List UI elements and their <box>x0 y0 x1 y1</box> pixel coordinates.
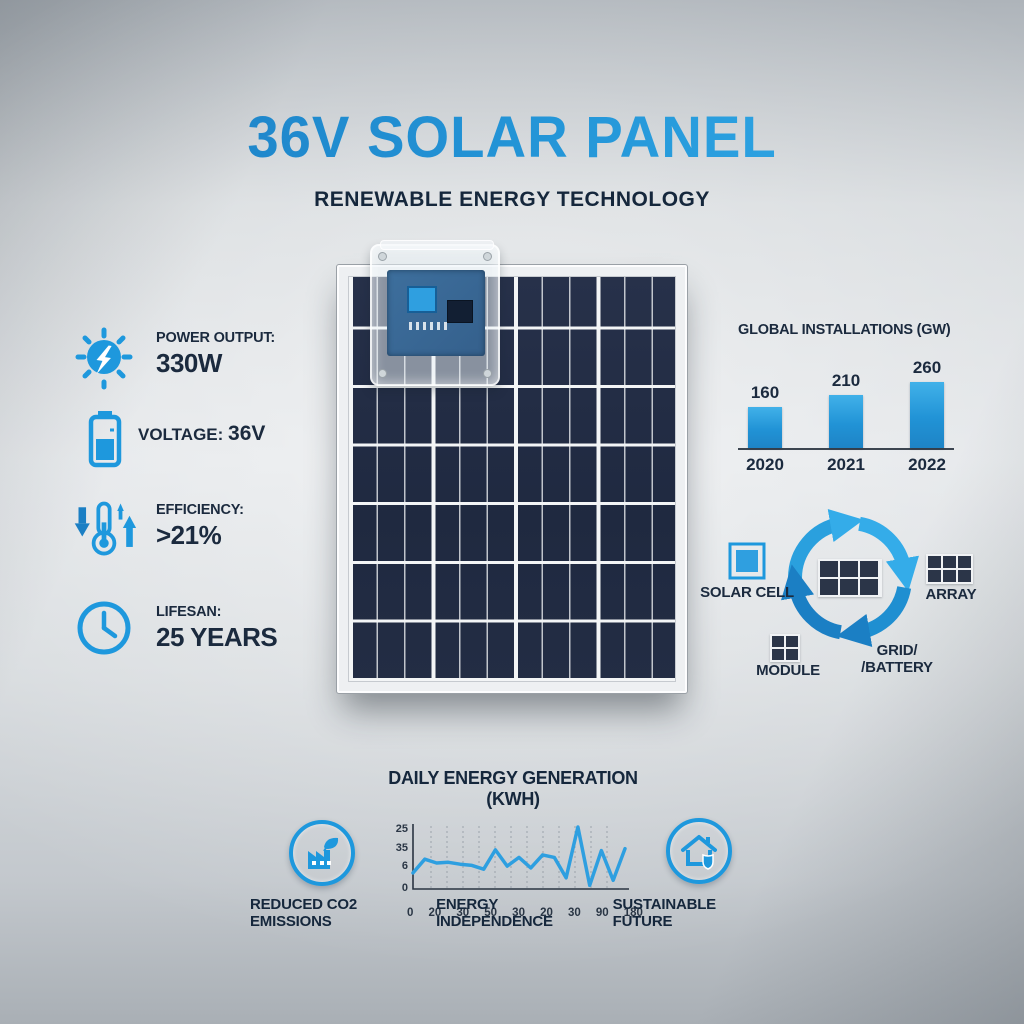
bar-chart-title: GLOBAL INSTALLATIONS (GW) <box>738 322 951 338</box>
solar-module-icon <box>818 559 882 597</box>
spec-label: VOLTAGE: <box>138 425 224 444</box>
grid-label-line1: GRID/ <box>876 642 918 659</box>
y-tick-label: 25 <box>396 823 408 835</box>
daily-energy-chart: DAILY ENERGY GENERATION (KWH) 25 35 6 0 0 20… <box>377 768 649 919</box>
bar-value-label: 210 <box>831 371 861 390</box>
y-tick-label: 6 <box>402 860 408 872</box>
footer-label-sustainable: SUSTAINABLE FUTURE <box>612 896 717 930</box>
page-subtitle: RENEWABLE ENERGY TECHNOLOGY <box>314 188 710 211</box>
junction-box-flange <box>380 240 494 250</box>
footer-labels: REDUCED CO2 EMISSIONS ENERGY INDEPENDENC… <box>250 896 774 930</box>
x-tick-label: 30 <box>512 907 525 919</box>
sustainable-future-badge <box>666 818 732 884</box>
reduced-emissions-badge <box>289 820 355 886</box>
chip-icon <box>407 286 437 313</box>
spec-voltage: VOLTAGE: 36V <box>70 408 320 470</box>
chip-icon <box>447 300 473 323</box>
screw-icon <box>378 252 387 261</box>
array-icon <box>926 554 973 584</box>
line-chart-x-axis: 0 20 30 50 30 20 30 90 180 <box>377 905 649 919</box>
bar-year-label: 2021 <box>827 455 865 474</box>
x-tick-label: 0 <box>407 907 414 919</box>
x-tick-label: 50 <box>484 907 498 919</box>
bar-chart-plot-area: 160 210 260 <box>738 348 954 450</box>
line-chart-title: DAILY ENERGY GENERATION (KWH) <box>388 768 638 809</box>
bar <box>910 382 944 448</box>
spec-voltage-line: VOLTAGE: 36V <box>138 408 265 446</box>
bar-year-label: 2020 <box>746 455 784 474</box>
energy-line-series <box>411 825 627 888</box>
bar-group: 260 <box>904 358 950 448</box>
spec-value: >21% <box>156 520 222 550</box>
x-tick-label: 30 <box>567 907 581 919</box>
grid-label-line2: /BATTERY <box>861 659 933 676</box>
thermometer-arrows-icon <box>70 496 138 562</box>
spec-value: 36V <box>228 422 266 445</box>
battery-icon <box>70 408 138 470</box>
y-tick-label: 0 <box>402 882 408 894</box>
bar <box>748 407 782 448</box>
line-chart-plot-area: 25 35 6 0 <box>396 823 629 894</box>
sun-lightning-icon <box>70 324 138 390</box>
chart-axes <box>412 824 629 890</box>
bar-chart-x-axis: 2020 2021 2022 <box>738 455 954 475</box>
spec-value: 25 YEARS <box>156 622 278 652</box>
cycle-arrows-icon <box>780 509 920 648</box>
page-title: 36V SOLAR PANEL <box>15 104 1008 171</box>
spec-label: LIFESAN: <box>156 604 222 620</box>
spec-label: EFFICIENCY: <box>156 502 244 518</box>
circuit-board <box>387 270 485 356</box>
cycle-label-solar-cell: SOLAR CELL <box>700 584 794 601</box>
bar-year-label: 2022 <box>908 455 946 474</box>
screw-icon <box>483 252 492 261</box>
x-tick-label: 90 <box>595 907 609 919</box>
spec-value: 330W <box>156 348 222 378</box>
footer-label-emissions: REDUCED CO2 EMISSIONS <box>250 896 357 930</box>
module-icon <box>770 634 800 662</box>
global-installations-chart: GLOBAL INSTALLATIONS (GW) 160 210 260 2020… <box>738 322 954 475</box>
pins-icon <box>409 322 449 330</box>
spec-efficiency: EFFICIENCY: >21% <box>70 496 320 562</box>
solar-cycle-diagram <box>772 500 928 656</box>
screw-icon <box>483 369 492 378</box>
screw-icon <box>378 369 387 378</box>
footer-label-independence: ENERGY INDEPENDENCE <box>436 896 553 930</box>
x-tick-label: 30 <box>456 907 470 919</box>
y-tick-label: 35 <box>396 842 408 854</box>
x-tick-label: 20 <box>540 907 553 919</box>
bar-group: 210 <box>823 371 869 448</box>
solar-cell-icon <box>728 542 766 585</box>
bar <box>829 395 863 448</box>
x-tick-label: 20 <box>428 907 442 919</box>
x-tick-label: 180 <box>623 907 643 919</box>
cycle-label-grid-battery: GRID/ /BATTERY <box>856 642 938 676</box>
bar-value-label: 260 <box>912 358 942 377</box>
spec-power-output: POWER OUTPUT: 330W <box>70 324 320 390</box>
solar-panel-image <box>336 264 688 694</box>
bar-value-label: 160 <box>750 383 780 402</box>
bar-group: 160 <box>742 383 788 448</box>
house-shield-icon <box>681 835 717 870</box>
spec-lifespan: LIFESAN: 25 YEARS <box>70 598 320 658</box>
solar-cells-grid <box>348 276 676 682</box>
cycle-label-array: ARRAY <box>925 586 977 603</box>
junction-box <box>370 240 500 386</box>
factory-leaf-icon <box>308 837 339 869</box>
spec-label: POWER OUTPUT: <box>156 330 276 346</box>
clock-icon <box>70 598 138 658</box>
cycle-label-module: MODULE <box>756 662 820 679</box>
